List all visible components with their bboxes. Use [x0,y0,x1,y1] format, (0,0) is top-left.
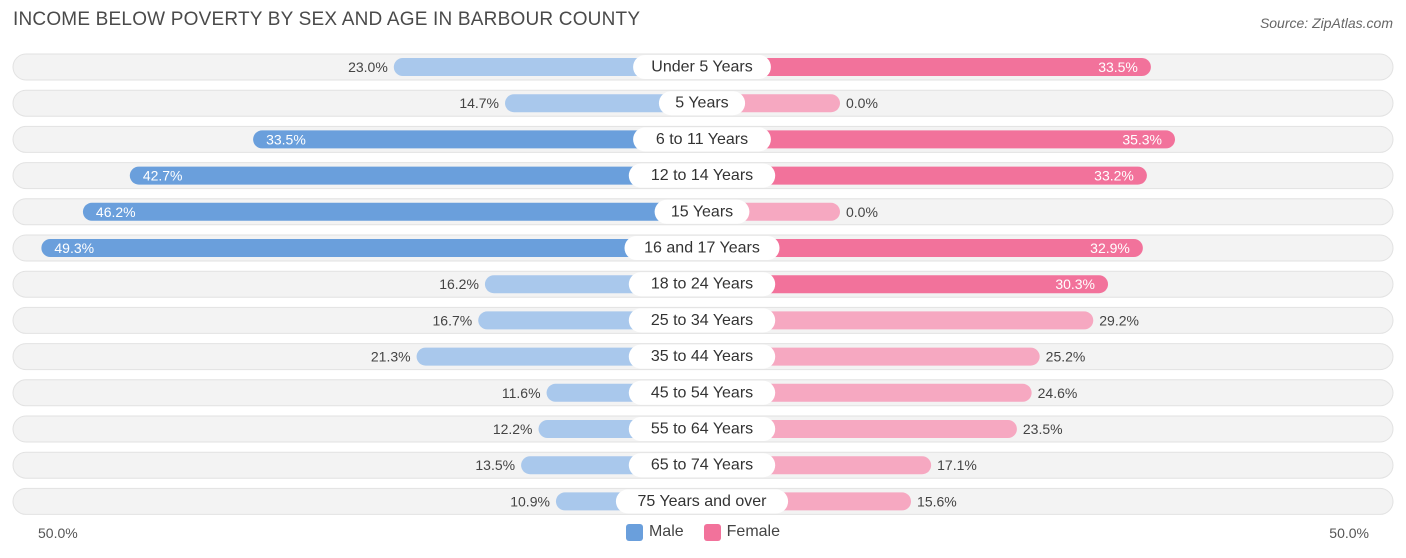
bar-female [693,130,1176,149]
female-value-label: 33.5% [1098,59,1138,75]
category-label: 18 to 24 Years [651,276,753,293]
category-label: 12 to 14 Years [651,167,753,184]
bar-female [693,347,1040,366]
bar-female [693,166,1147,185]
category-pill [628,308,776,333]
category-pill [628,380,776,405]
female-value-label: 15.6% [917,493,957,509]
category-label: 65 to 74 Years [651,457,753,474]
female-value-label: 29.2% [1099,312,1139,328]
category-pill [658,91,746,116]
female-value-label: 35.3% [1122,131,1162,147]
bar-male [41,239,711,257]
category-pill [628,453,776,478]
male-value-label: 49.3% [54,240,94,256]
category-pill [628,417,776,441]
source-label: Source: ZipAtlas.com [1259,15,1393,31]
female-swatch [703,523,721,541]
bar-male [253,130,711,149]
category-label: 25 to 34 Years [651,312,753,329]
male-value-label: 10.9% [510,493,550,509]
male-value-label: 14.7% [459,95,499,111]
category-pill [628,163,776,188]
category-pill [654,199,750,224]
bar-female [693,58,1151,76]
bar-male [505,94,711,113]
female-value-label: 0.0% [846,95,878,111]
female-value-label: 24.6% [1038,385,1078,401]
female-value-label: 30.3% [1055,276,1095,292]
legend: Male Female [0,523,1406,541]
female-value-label: 32.9% [1090,240,1130,256]
female-value-label: 25.2% [1046,349,1086,365]
category-label: 35 to 44 Years [651,348,753,365]
chart-title: INCOME BELOW POVERTY BY SEX AND AGE IN B… [13,9,641,30]
bar-female [693,311,1094,330]
legend-female-label: Female [726,523,781,540]
category-label: 75 Years and over [638,493,768,510]
category-pill [624,236,780,260]
category-label: 55 to 64 Years [651,421,753,438]
male-value-label: 11.6% [502,385,541,401]
female-value-label: 0.0% [846,204,878,220]
category-label: 45 to 54 Years [651,384,753,401]
male-value-label: 13.5% [475,457,515,473]
male-value-label: 46.2% [96,204,136,220]
male-value-label: 12.2% [493,421,533,437]
category-pill [628,272,776,297]
female-value-label: 33.2% [1094,168,1134,184]
chart-area: Under 5 Years 23.0% 33.5% 5 Years 14.7% 0.0% 6… [12,53,1394,515]
bar-male [129,166,711,185]
male-swatch [625,523,643,541]
legend-male-label: Male [648,523,684,540]
category-pill [633,55,771,79]
bar-female [693,239,1143,257]
bar-female [693,275,1109,294]
legend-item-male: Male [625,523,684,541]
category-pill [628,344,776,369]
female-value-label: 17.1% [937,457,977,473]
bar-male [82,202,712,221]
male-value-label: 33.5% [266,131,306,147]
category-label: 15 Years [671,203,733,220]
male-value-label: 21.3% [371,349,411,365]
axis-left-label: 50.0% [38,525,78,541]
category-label: 16 and 17 Years [644,240,760,257]
male-value-label: 42.7% [143,168,183,184]
category-label: 6 to 11 Years [656,131,748,148]
legend-item-female: Female [703,523,781,541]
male-value-label: 16.7% [433,312,473,328]
female-value-label: 23.5% [1023,421,1063,437]
category-label: Under 5 Years [651,59,752,76]
male-value-label: 23.0% [348,59,388,75]
male-value-label: 16.2% [439,276,479,292]
category-label: 5 Years [675,95,728,112]
category-pill [615,489,789,514]
bar-male [393,58,711,76]
bar-female [693,383,1032,402]
axis-right-label: 50.0% [1329,525,1369,541]
category-pill [633,127,771,152]
